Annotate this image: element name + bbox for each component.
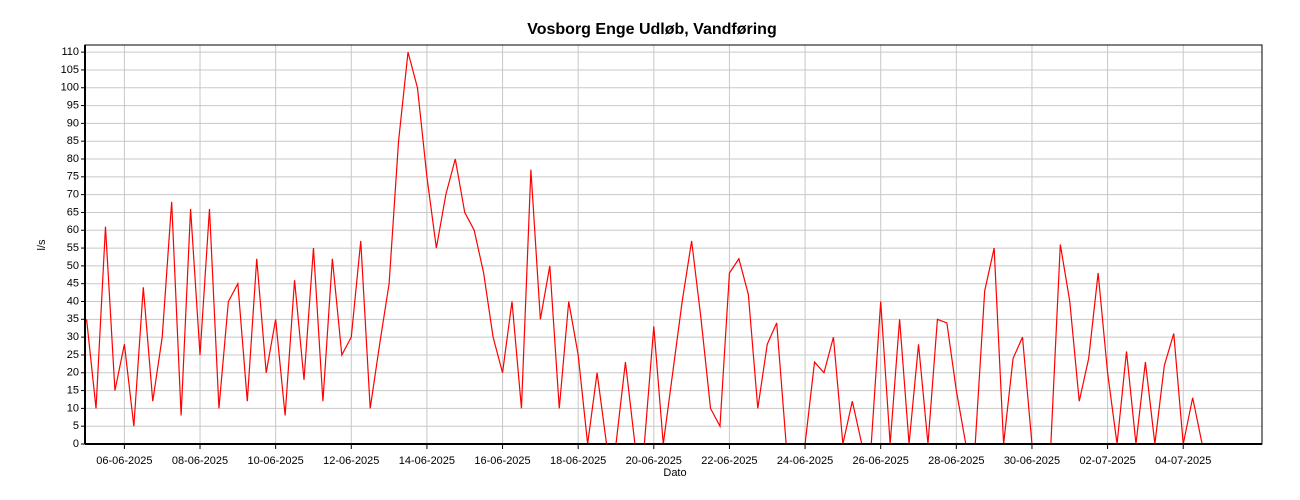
y-tick-label: 15 xyxy=(67,384,79,396)
y-tick-label: 75 xyxy=(67,171,79,183)
x-tick-label: 06-06-2025 xyxy=(96,455,152,467)
x-tick-label: 12-06-2025 xyxy=(323,455,379,467)
y-tick-label: 60 xyxy=(67,224,79,236)
y-tick-label: 55 xyxy=(67,242,79,254)
y-tick-label: 110 xyxy=(61,46,79,58)
y-tick-label: 0 xyxy=(73,438,79,450)
x-tick-label: 18-06-2025 xyxy=(550,455,606,467)
y-tick-label: 5 xyxy=(73,420,79,432)
y-tick-label: 105 xyxy=(61,64,79,76)
y-tick-label: 35 xyxy=(67,313,79,325)
x-tick-label: 24-06-2025 xyxy=(777,455,833,467)
x-tick-label: 02-07-2025 xyxy=(1079,455,1135,467)
x-tick-label: 22-06-2025 xyxy=(701,455,757,467)
y-tick-label: 90 xyxy=(67,117,79,129)
x-tick-label: 16-06-2025 xyxy=(474,455,530,467)
y-tick-label: 45 xyxy=(67,278,79,290)
y-tick-label: 30 xyxy=(67,331,79,343)
y-tick-label: 40 xyxy=(67,295,79,307)
y-tick-label: 25 xyxy=(67,349,79,361)
x-tick-label: 08-06-2025 xyxy=(172,455,228,467)
y-tick-label: 20 xyxy=(67,367,79,379)
x-axis-label: Dato xyxy=(663,467,686,479)
chart-title: Vosborg Enge Udløb, Vandføring xyxy=(527,21,776,38)
x-tick-label: 28-06-2025 xyxy=(928,455,984,467)
x-tick-label: 04-07-2025 xyxy=(1155,455,1211,467)
x-tick-label: 10-06-2025 xyxy=(248,455,304,467)
x-tick-label: 14-06-2025 xyxy=(399,455,455,467)
y-tick-label: 95 xyxy=(67,99,79,111)
y-tick-label: 50 xyxy=(67,260,79,272)
y-tick-label: 80 xyxy=(67,153,79,165)
x-tick-label: 20-06-2025 xyxy=(626,455,682,467)
x-tick-label: 26-06-2025 xyxy=(853,455,909,467)
y-tick-label: 85 xyxy=(67,135,79,147)
y-axis-label: l/s xyxy=(36,239,48,251)
x-tick-label: 30-06-2025 xyxy=(1004,455,1060,467)
y-tick-label: 70 xyxy=(67,189,79,201)
y-tick-label: 65 xyxy=(67,206,79,218)
y-tick-label: 100 xyxy=(61,82,79,94)
y-tick-label: 10 xyxy=(67,402,79,414)
